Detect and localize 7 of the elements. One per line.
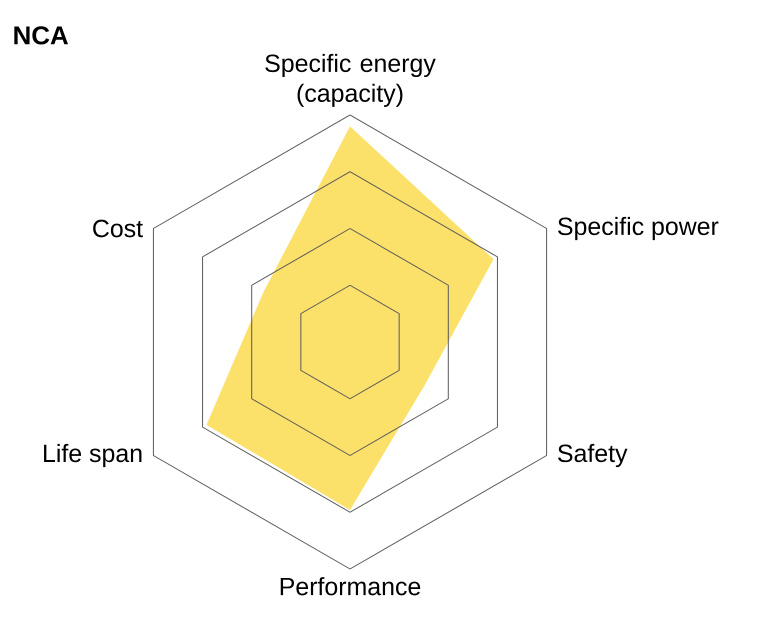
spoke-label: Cost	[93, 220, 143, 238]
spoke-label: Specific power	[558, 216, 718, 240]
chart-title: NCA	[14, 26, 68, 45]
spoke-label: Safety	[558, 444, 628, 468]
spoke-label: Specific energy (capacity)	[265, 54, 436, 107]
spoke-label: Performance	[280, 577, 420, 596]
spoke-label: Life span	[44, 444, 142, 468]
